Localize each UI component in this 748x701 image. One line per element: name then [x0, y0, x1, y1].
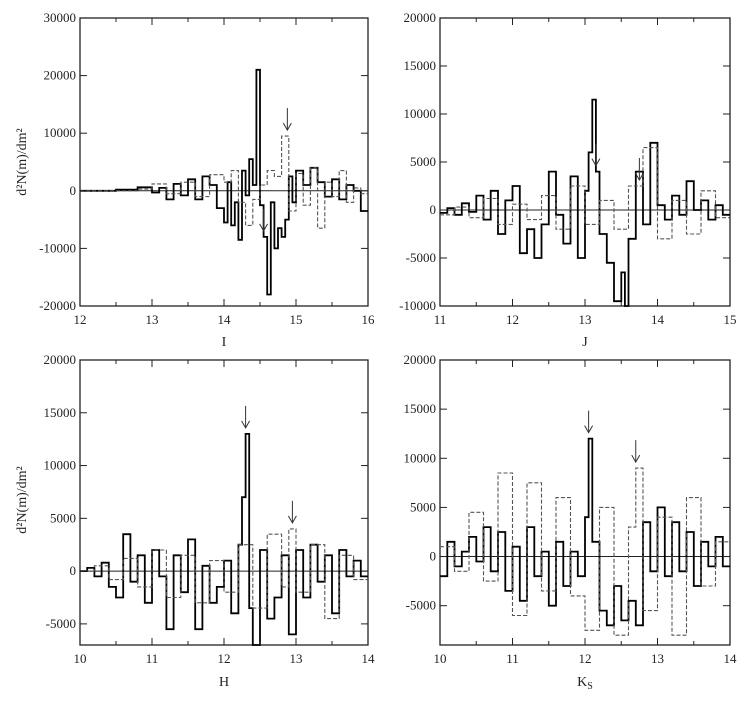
y-tick-label: 15000	[404, 58, 437, 73]
x-tick-label: 12	[579, 651, 592, 666]
y-tick-label: 20000	[44, 68, 77, 83]
peak-arrow-j-1	[591, 143, 601, 167]
x-tick-label: 13	[579, 312, 592, 327]
y-tick-label: 5000	[50, 510, 76, 525]
x-tick-label: 13	[290, 651, 303, 666]
y-tick-label: -10000	[399, 298, 436, 313]
peak-arrow-h-2	[287, 500, 297, 524]
data-lines-j	[440, 98, 730, 307]
y-tick-label: 10000	[44, 458, 77, 473]
axes-ticks-i: 12 13 14 15 16 -20000 -10000 0 10000 20000 30000	[39, 10, 375, 327]
peak-arrow-j-2	[634, 158, 644, 182]
x-tick-label: 13	[651, 651, 664, 666]
y-tick-label: -20000	[39, 298, 76, 313]
peak-arrow-i-2	[282, 108, 292, 132]
x-axis-label-h: H	[219, 675, 229, 690]
x-tick-label: 14	[651, 312, 665, 327]
y-tick-label: 10000	[404, 450, 437, 465]
x-axis-label-ks: KS	[577, 675, 593, 692]
data-lines-i	[80, 68, 368, 296]
x-tick-label: 12	[506, 312, 519, 327]
y-tick-label: 0	[430, 549, 437, 564]
y-tick-label: 10000	[44, 125, 77, 140]
data-lines-ks	[440, 410, 730, 636]
axes-ticks-ks: 10 11 12 13 14 -5000 0 5000 10000 15000 20000	[404, 352, 738, 666]
x-tick-label: 15	[724, 312, 737, 327]
data-lines-h	[80, 405, 368, 646]
x-tick-label: 14	[218, 312, 232, 327]
y-tick-label: -5000	[406, 250, 436, 265]
y-tick-label: 5000	[410, 154, 436, 169]
y-tick-label: -5000	[46, 616, 76, 631]
y-tick-label: 30000	[44, 10, 77, 25]
plot-frame-h	[79, 359, 369, 646]
y-axis-label-bottom: d²N(m)/dm²	[15, 466, 30, 534]
y-tick-label: 15000	[404, 401, 437, 416]
peak-arrow-ks-1	[584, 410, 594, 434]
y-tick-label: 15000	[44, 405, 77, 420]
series-dashed-h	[80, 528, 368, 620]
panel-i: 12 13 14 15 16 -20000 -10000 0 10000 20000 30000 I…	[15, 10, 375, 350]
y-tick-label: -10000	[39, 240, 76, 255]
peak-arrow-i-1	[259, 208, 269, 232]
peak-arrow-ks-2	[631, 440, 641, 464]
y-tick-label: 0	[70, 563, 77, 578]
y-tick-label: 5000	[410, 499, 436, 514]
x-axis-label-ks-main: K	[577, 675, 587, 690]
panel-h: 10 11 12 13 14 -5000 0 5000 10000 15000 20000 H d²…	[15, 352, 375, 690]
series-dashed-j	[440, 147, 730, 240]
y-tick-label: 20000	[404, 352, 437, 367]
series-solid-h	[80, 433, 368, 646]
x-tick-label: 13	[146, 312, 159, 327]
y-tick-label: -5000	[406, 598, 436, 613]
y-tick-label: 20000	[44, 352, 77, 367]
panel-ks: 10 11 12 13 14 -5000 0 5000 10000 15000 20000 KS	[404, 352, 738, 692]
y-tick-label: 10000	[404, 106, 437, 121]
series-solid-ks	[440, 437, 730, 627]
x-axis-label-ks-sub: S	[587, 681, 593, 692]
plot-frame-j	[439, 17, 731, 307]
x-tick-label: 14	[362, 651, 376, 666]
x-tick-label: 11	[506, 651, 519, 666]
x-tick-label: 10	[434, 651, 447, 666]
series-dashed-ks	[440, 467, 730, 636]
axes-ticks-j: 11 12 13 14 15 -10000 -5000 0 5000 10000 15000 2000…	[399, 10, 736, 327]
y-tick-label: 0	[70, 183, 77, 198]
x-tick-label: 11	[434, 312, 447, 327]
axes-ticks-h: 10 11 12 13 14 -5000 0 5000 10000 15000 20000	[44, 352, 376, 666]
series-solid-j	[440, 98, 730, 307]
y-tick-label: 20000	[404, 10, 437, 25]
x-axis-label-i: I	[222, 335, 227, 350]
x-tick-label: 12	[218, 651, 231, 666]
x-tick-label: 12	[74, 312, 87, 327]
x-tick-label: 11	[146, 651, 159, 666]
x-axis-label-j: J	[582, 335, 588, 350]
peak-arrow-h-1	[241, 405, 251, 429]
series-dashed-i	[80, 135, 368, 229]
x-tick-label: 14	[724, 651, 738, 666]
panel-j: 11 12 13 14 15 -10000 -5000 0 5000 10000 15000 2000…	[399, 10, 736, 350]
plot-frame-i	[79, 17, 369, 307]
y-axis-label-top: d²N(m)/dm²	[15, 128, 30, 196]
x-tick-label: 15	[290, 312, 303, 327]
x-tick-label: 16	[362, 312, 376, 327]
y-tick-label: 0	[430, 202, 437, 217]
x-tick-label: 10	[74, 651, 87, 666]
